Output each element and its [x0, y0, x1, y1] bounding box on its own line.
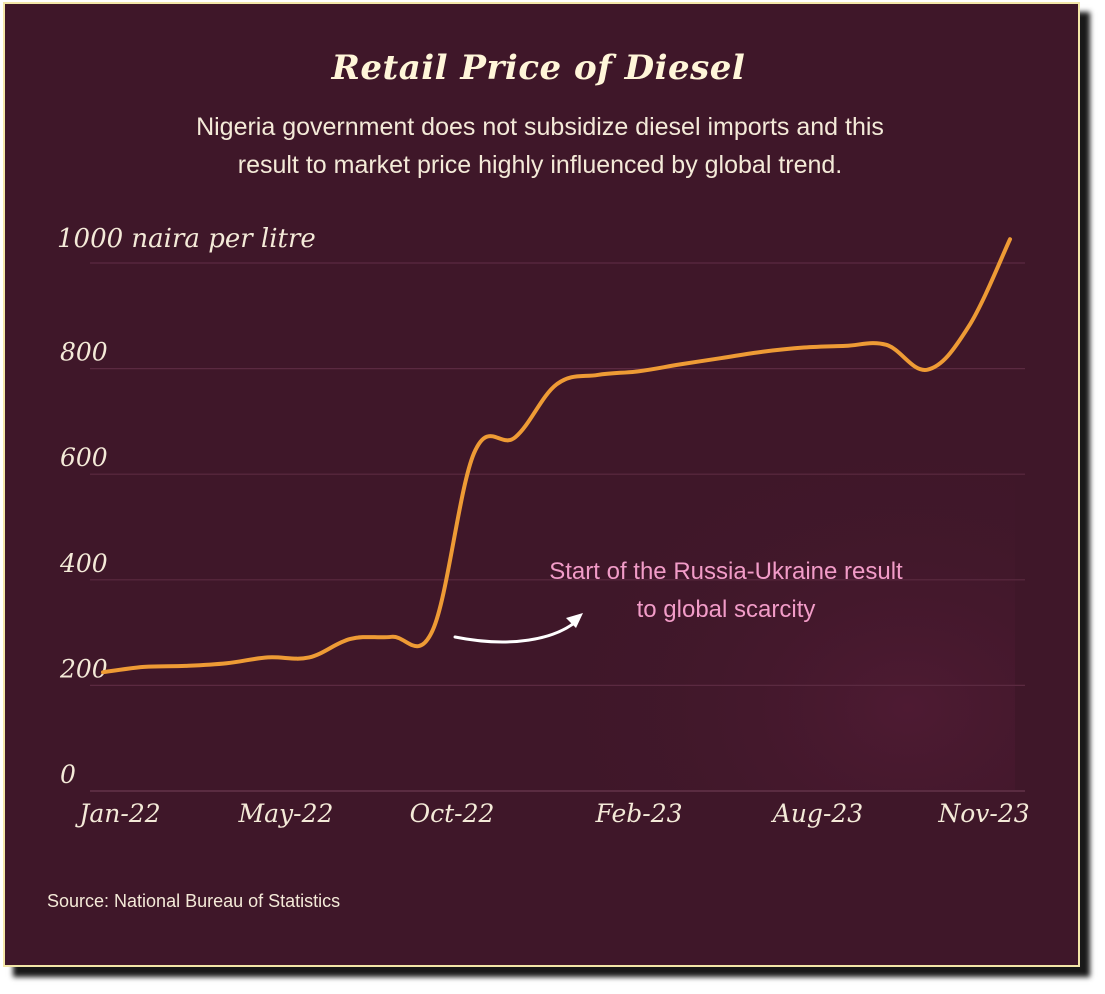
- annotation-text: Start of the Russia-Ukraine result to gl…: [506, 553, 946, 629]
- x-tick-label: Aug-23: [771, 799, 863, 828]
- annotation-line-1: Start of the Russia-Ukraine result: [549, 558, 903, 585]
- y-tick-label: 0: [60, 760, 76, 789]
- source-note: Source: National Bureau of Statistics: [47, 891, 341, 911]
- x-tick-label: Oct-22: [410, 799, 495, 828]
- x-tick-label: Jan-22: [74, 799, 160, 828]
- annotation-line-2: to global scarcity: [636, 596, 816, 623]
- chart-subtitle: Nigeria government does not subsidize di…: [120, 108, 960, 184]
- y-tick-label: 200: [59, 654, 108, 683]
- y-axis-unit-label: 1000 naira per litre: [57, 224, 316, 254]
- series-line: [101, 237, 1012, 675]
- y-tick-label: 400: [59, 549, 108, 578]
- x-tick-label: Feb-23: [594, 799, 682, 828]
- plot-glow: [480, 380, 1015, 790]
- y-tick-label: 600: [60, 443, 108, 472]
- annotation-arrow-head: [566, 613, 583, 628]
- annotation-arrow-shaft: [453, 618, 580, 644]
- subtitle-line-1: Nigeria government does not subsidize di…: [196, 113, 884, 141]
- y-tick-label: 800: [60, 338, 108, 367]
- chart-title: Retail Price of Diesel: [331, 48, 746, 88]
- x-tick-label: May-22: [238, 799, 334, 828]
- x-tick-label: Nov-23: [937, 799, 1029, 828]
- subtitle-line-2: result to market price highly influenced…: [237, 151, 843, 179]
